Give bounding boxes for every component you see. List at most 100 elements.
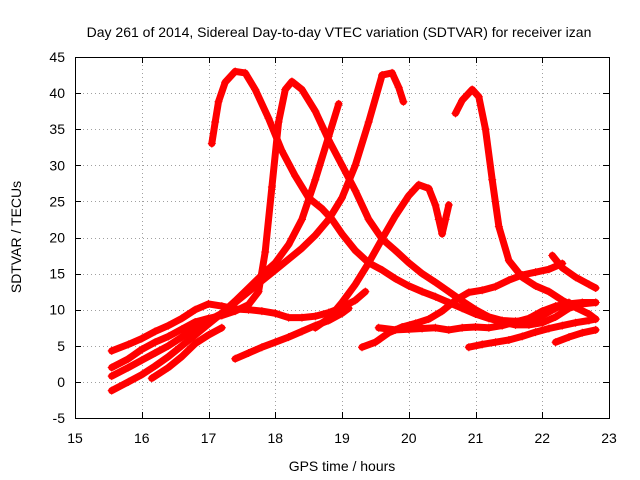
data-point xyxy=(164,363,173,372)
data-point xyxy=(538,307,547,316)
data-point xyxy=(518,332,527,341)
data-point xyxy=(558,321,567,330)
data-point xyxy=(491,338,500,347)
data-point xyxy=(324,316,333,325)
data-point xyxy=(338,309,346,318)
x-tick-label: 19 xyxy=(334,430,350,446)
data-point xyxy=(378,71,387,80)
data-point xyxy=(124,354,133,363)
data-point xyxy=(584,280,593,289)
data-point xyxy=(548,251,557,260)
series-line xyxy=(231,304,353,363)
data-point xyxy=(324,132,333,141)
data-point xyxy=(511,317,520,326)
data-point xyxy=(438,307,447,316)
data-point xyxy=(217,309,226,318)
data-point xyxy=(297,327,306,336)
data-point xyxy=(231,67,240,76)
data-point xyxy=(191,330,200,339)
data-point xyxy=(404,258,413,267)
series-arc-low-b xyxy=(147,323,226,383)
data-point xyxy=(404,191,413,200)
data-point xyxy=(591,284,600,293)
series-arc-peak-17.4 xyxy=(207,67,600,329)
data-point xyxy=(151,362,160,371)
data-point xyxy=(164,341,173,350)
series-arc-low-a xyxy=(107,287,370,355)
data-point xyxy=(324,308,333,317)
y-tick-label: 15 xyxy=(49,266,65,282)
data-point xyxy=(464,288,473,297)
data-point xyxy=(481,125,490,134)
y-tick-label: 45 xyxy=(49,49,65,65)
y-tick-label: 5 xyxy=(57,338,65,354)
data-point xyxy=(484,312,493,321)
data-point xyxy=(287,77,296,86)
data-point xyxy=(297,215,306,224)
data-point xyxy=(444,287,453,296)
data-point xyxy=(317,204,326,213)
data-point xyxy=(531,328,540,337)
data-point xyxy=(177,325,186,334)
series-arc-low-h xyxy=(551,325,600,347)
data-point xyxy=(351,161,360,170)
data-point xyxy=(284,240,293,249)
data-point xyxy=(399,97,408,106)
data-point xyxy=(324,215,333,224)
data-point xyxy=(107,363,116,372)
data-point xyxy=(364,215,373,224)
data-point xyxy=(297,244,306,253)
data-point xyxy=(257,343,266,352)
data-point xyxy=(244,284,253,293)
data-point xyxy=(267,182,276,191)
data-point xyxy=(344,304,353,313)
data-point xyxy=(504,336,513,345)
data-point xyxy=(544,324,553,333)
data-point xyxy=(551,302,560,311)
data-point xyxy=(277,146,286,155)
data-point xyxy=(274,117,283,126)
data-point xyxy=(431,292,440,301)
data-point xyxy=(444,325,453,334)
data-point xyxy=(151,338,160,347)
data-point xyxy=(211,117,220,126)
data-point xyxy=(504,256,513,265)
data-point xyxy=(424,184,433,193)
data-point xyxy=(137,370,146,379)
x-tick-label: 18 xyxy=(267,430,283,446)
y-tick-label: -5 xyxy=(53,410,66,426)
data-point xyxy=(474,92,483,101)
data-point xyxy=(264,114,273,123)
data-point xyxy=(137,334,146,343)
data-point xyxy=(531,268,540,277)
series-line xyxy=(108,288,369,355)
data-point xyxy=(451,109,460,118)
data-point xyxy=(137,345,146,354)
x-tick-labels: 15 16 17 18 19 20 21 22 23 xyxy=(67,430,617,446)
data-point xyxy=(151,327,160,336)
series-line xyxy=(552,326,600,346)
data-point xyxy=(404,325,413,334)
data-point xyxy=(254,287,263,296)
y-tick-label: 35 xyxy=(49,121,65,137)
data-point xyxy=(297,313,306,322)
data-point xyxy=(124,377,133,386)
data-point xyxy=(177,352,186,361)
grid-lines xyxy=(75,57,609,418)
data-point xyxy=(488,175,497,184)
data-point xyxy=(204,299,213,308)
data-point xyxy=(107,386,116,395)
data-point xyxy=(418,324,427,333)
series-arc-low-c xyxy=(231,304,353,363)
series-arc-peak-20.2 xyxy=(311,180,453,332)
data-point xyxy=(191,323,200,332)
data-point xyxy=(471,305,480,314)
data-point xyxy=(257,307,266,316)
data-point xyxy=(404,281,413,290)
data-point xyxy=(351,246,360,255)
data-point xyxy=(571,273,580,282)
data-point xyxy=(271,258,280,267)
data-point xyxy=(394,83,403,92)
data-point xyxy=(284,313,293,322)
